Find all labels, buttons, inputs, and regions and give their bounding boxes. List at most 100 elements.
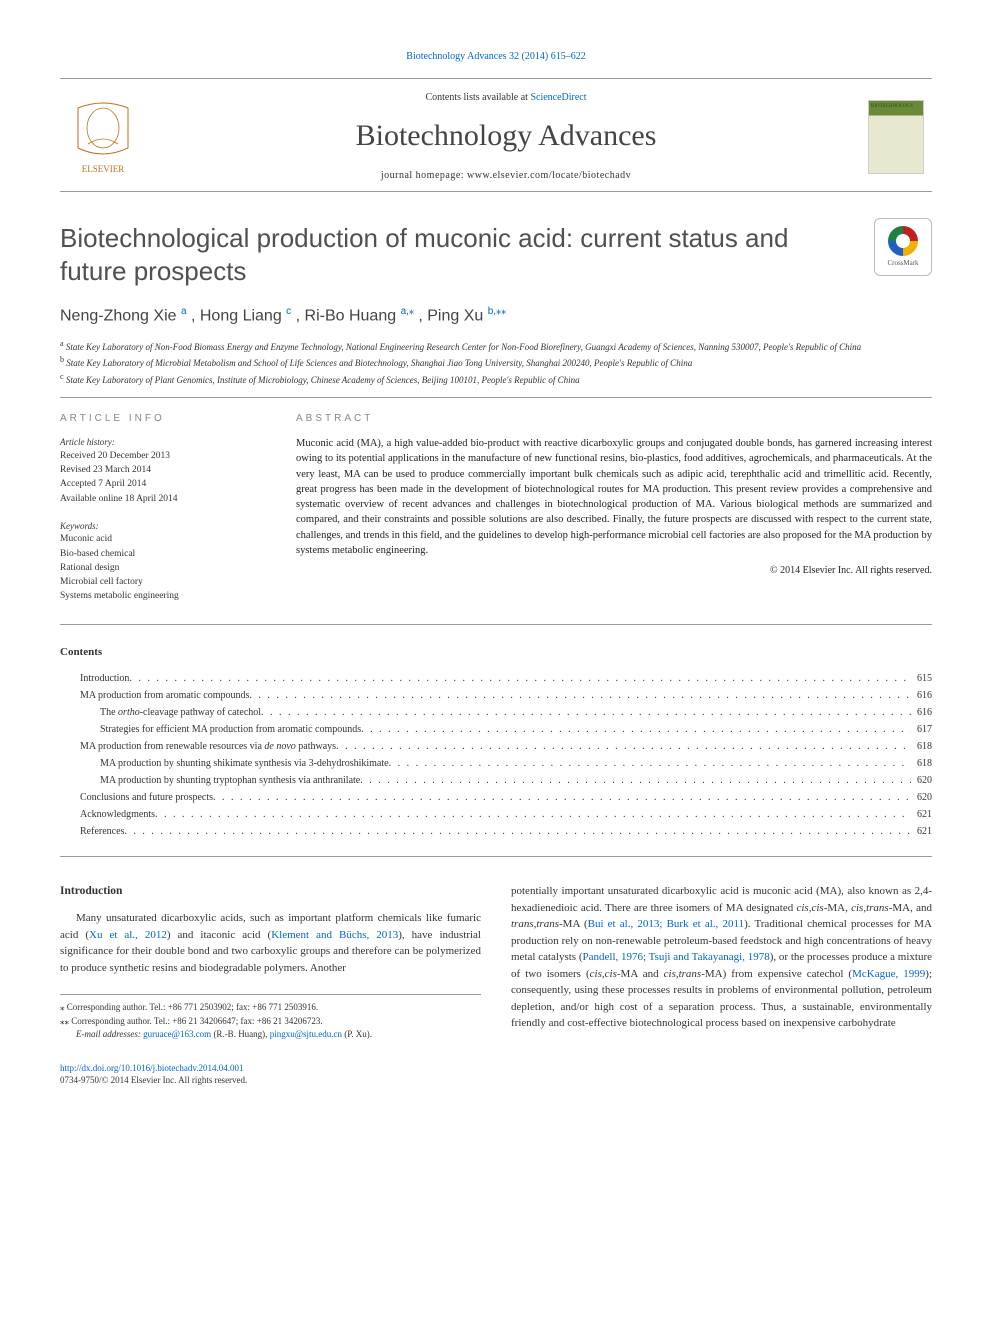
toc-row[interactable]: Strategies for efficient MA production f… [60,721,932,738]
toc-dots [129,670,911,687]
toc-page: 618 [911,755,932,772]
toc-page: 620 [911,789,932,806]
page-footer: http://dx.doi.org/10.1016/j.biotechadv.2… [60,1062,932,1087]
author-list: Neng-Zhong Xie a , Hong Liang c , Ri-Bo … [60,305,932,328]
footnote-1: Corresponding author. Tel.: +86 771 2503… [65,1002,319,1012]
intro-paragraph-right: potentially important unsaturated dicarb… [511,883,932,1032]
crossmark-badge[interactable]: CrossMark [874,218,932,276]
toc-dots [389,755,911,772]
doi-link[interactable]: http://dx.doi.org/10.1016/j.biotechadv.2… [60,1063,244,1073]
citation-xu-2012[interactable]: Xu et al., 2012 [89,929,167,941]
affiliations: a State Key Laboratory of Non-Food Bioma… [60,338,932,388]
history-revised: Revised 23 March 2014 [60,463,260,477]
contents-line-prefix: Contents lists available at [425,92,530,103]
email-1-who: (R.-B. Huang), [211,1029,270,1039]
toc-row[interactable]: The ortho-cleavage pathway of catechol 61… [60,704,932,721]
table-of-contents: Introduction615MA production from aromat… [60,670,932,840]
footnote-2-star: ⁎⁎ [60,1016,69,1026]
toc-label: Introduction [60,670,129,687]
history-label: Article history: [60,436,260,449]
contents-lists-line: Contents lists available at ScienceDirec… [158,91,854,105]
body-column-right: potentially important unsaturated dicarb… [511,883,932,1042]
author-4-corresponding: ⁎⁎ [496,306,506,317]
toc-label: References [60,823,124,840]
toc-row[interactable]: Conclusions and future prospects 620 [60,789,932,806]
intro-paragraph-left: Many unsaturated dicarboxylic acids, suc… [60,910,481,976]
toc-label: Strategies for efficient MA production f… [60,721,361,738]
abstract-text: Muconic acid (MA), a high value-added bi… [296,436,932,558]
email-2-who: (P. Xu). [342,1029,372,1039]
toc-row[interactable]: MA production from renewable resources v… [60,738,932,755]
author-3-corresponding: ⁎ [409,306,414,317]
affil-a: State Key Laboratory of Non-Food Biomass… [64,342,862,352]
toc-label: MA production by shunting shikimate synt… [60,755,389,772]
email-1[interactable]: guruace@163.com [143,1029,211,1039]
abstract-copyright: © 2014 Elsevier Inc. All rights reserved… [296,564,932,578]
toc-label: Acknowledgments [60,806,155,823]
article-title: Biotechnological production of muconic a… [60,222,840,287]
citation-pandell-tsuji[interactable]: Pandell, 1976; Tsuji and Takayanagi, 197… [583,951,770,963]
keywords-label: Keywords: [60,520,260,533]
author-1-affil: a [181,306,187,317]
article-info-heading: article info [60,412,260,426]
affil-b: State Key Laboratory of Microbial Metabo… [64,358,692,368]
journal-banner: ELSEVIER Contents lists available at Sci… [60,78,932,192]
toc-row[interactable]: MA production by shunting shikimate synt… [60,755,932,772]
email-label: E-mail addresses: [76,1029,143,1039]
body-column-left: Introduction Many unsaturated dicarboxyl… [60,883,481,1042]
elsevier-logo: ELSEVIER [68,98,138,176]
citation-line: Biotechnology Advances 32 (2014) 615–622 [60,50,932,64]
sciencedirect-link[interactable]: ScienceDirect [530,92,586,103]
citation-klement-2013[interactable]: Klement and Büchs, 2013 [271,929,398,941]
history-received: Received 20 December 2013 [60,449,260,463]
keyword-2: Bio-based chemical [60,547,260,561]
toc-label: Conclusions and future prospects [60,789,213,806]
toc-dots [124,823,911,840]
toc-row[interactable]: MA production by shunting tryptophan syn… [60,772,932,789]
citation-bui-burk[interactable]: Bui et al., 2013; Burk et al., 2011 [588,918,744,930]
keyword-4: Microbial cell factory [60,575,260,589]
toc-label: The ortho-cleavage pathway of catechol [60,704,261,721]
toc-dots [155,806,911,823]
keyword-5: Systems metabolic engineering [60,589,260,603]
journal-homepage: journal homepage: www.elsevier.com/locat… [158,169,854,183]
toc-row[interactable]: References621 [60,823,932,840]
author-4-affil: b, [488,306,496,317]
toc-row[interactable]: Acknowledgments 621 [60,806,932,823]
toc-page: 615 [911,670,932,687]
toc-page: 620 [911,772,932,789]
email-2[interactable]: pingxu@sjtu.edu.cn [270,1029,342,1039]
author-2-affil: c [286,306,291,317]
history-online: Available online 18 April 2014 [60,492,260,506]
toc-dots [213,789,911,806]
article-info-panel: article info Article history: Received 2… [60,412,260,603]
toc-page: 621 [911,806,932,823]
keyword-1: Muconic acid [60,532,260,546]
issn-copyright: 0734-9750/© 2014 Elsevier Inc. All right… [60,1074,932,1087]
author-4: , Ping Xu [418,307,487,324]
contents-heading: Contents [60,645,932,660]
intro-heading: Introduction [60,883,481,900]
toc-label: MA production from renewable resources v… [60,738,336,755]
divider [60,397,932,398]
toc-page: 618 [911,738,932,755]
toc-dots [261,704,911,721]
divider [60,856,932,857]
journal-title: Biotechnology Advances [158,115,854,157]
toc-row[interactable]: Introduction 615 [60,670,932,687]
toc-page: 616 [911,704,932,721]
corresponding-footnotes: ⁎ Corresponding author. Tel.: +86 771 25… [60,994,481,1042]
toc-page: 617 [911,721,932,738]
footnote-2: Corresponding author. Tel.: +86 21 34206… [69,1016,323,1026]
affil-c: State Key Laboratory of Plant Genomics, … [64,375,580,385]
publisher-logo-slot: ELSEVIER [68,98,158,176]
journal-cover-thumb: BIOTECHNOLOGY [868,100,924,174]
crossmark-label: CrossMark [887,259,918,269]
toc-row[interactable]: MA production from aromatic compounds616 [60,687,932,704]
author-3: , Ri-Bo Huang [296,307,401,324]
author-3-affil: a, [401,306,409,317]
toc-label: MA production from aromatic compounds [60,687,249,704]
citation-link[interactable]: Biotechnology Advances 32 (2014) 615–622 [406,51,585,62]
citation-mckague[interactable]: McKague, 1999 [852,968,925,980]
author-2: , Hong Liang [191,307,286,324]
